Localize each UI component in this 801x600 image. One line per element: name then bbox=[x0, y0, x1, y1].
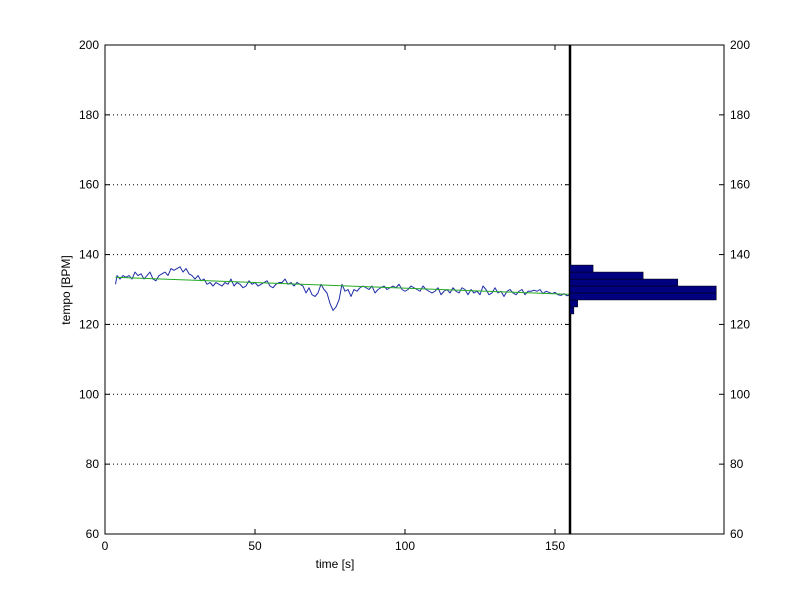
tempo-trend-line bbox=[115, 276, 571, 295]
main-ytick-label: 80 bbox=[86, 457, 100, 471]
main-ytick-label: 200 bbox=[79, 38, 99, 52]
hist-ytick-label: 120 bbox=[730, 317, 750, 331]
histogram-bar bbox=[569, 299, 578, 308]
main-ytick-label: 180 bbox=[79, 108, 99, 122]
tempo-histogram-panel: 60 80 100 120 140 160 180 200 bbox=[569, 38, 750, 541]
hist-ytick-label: 180 bbox=[730, 108, 750, 122]
hist-ytick-label: 60 bbox=[730, 527, 744, 541]
hist-ytick-label: 80 bbox=[730, 457, 744, 471]
tempo-timeseries-panel: 60 80 100 120 140 160 180 200 0 50 100 150 time [s… bbox=[59, 38, 572, 571]
histogram-bar bbox=[569, 264, 594, 273]
main-ytick-label: 100 bbox=[79, 387, 99, 401]
main-xtick-label: 150 bbox=[545, 539, 565, 553]
histogram-bar bbox=[569, 271, 644, 280]
histogram-y-tick-labels: 60 80 100 120 140 160 180 200 bbox=[719, 38, 750, 541]
histogram-bar bbox=[569, 285, 717, 294]
main-xtick-label: 100 bbox=[395, 539, 415, 553]
y-axis-label: tempo [BPM] bbox=[59, 255, 73, 324]
histogram-bars bbox=[569, 264, 717, 315]
x-axis-label: time [s] bbox=[316, 557, 355, 571]
main-xtick-label: 0 bbox=[102, 539, 109, 553]
main-axes-box bbox=[104, 44, 571, 535]
main-y-tick-labels: 60 80 100 120 140 160 180 200 bbox=[79, 38, 570, 541]
main-ytick-label: 160 bbox=[79, 178, 99, 192]
main-ytick-label: 120 bbox=[79, 317, 99, 331]
main-gridlines bbox=[105, 114, 570, 465]
hist-ytick-label: 200 bbox=[730, 38, 750, 52]
hist-ytick-label: 160 bbox=[730, 178, 750, 192]
main-x-tick-labels: 0 50 100 150 bbox=[102, 45, 565, 553]
hist-ytick-label: 140 bbox=[730, 248, 750, 262]
main-series-lines bbox=[115, 266, 571, 311]
tempo-series-line bbox=[115, 266, 571, 311]
hist-ytick-label: 100 bbox=[730, 387, 750, 401]
main-ytick-label: 140 bbox=[79, 248, 99, 262]
histogram-bar bbox=[569, 278, 679, 287]
main-xtick-label: 50 bbox=[248, 539, 262, 553]
histogram-bar bbox=[569, 292, 717, 301]
main-ytick-label: 60 bbox=[86, 527, 100, 541]
histogram-bar bbox=[569, 306, 575, 315]
